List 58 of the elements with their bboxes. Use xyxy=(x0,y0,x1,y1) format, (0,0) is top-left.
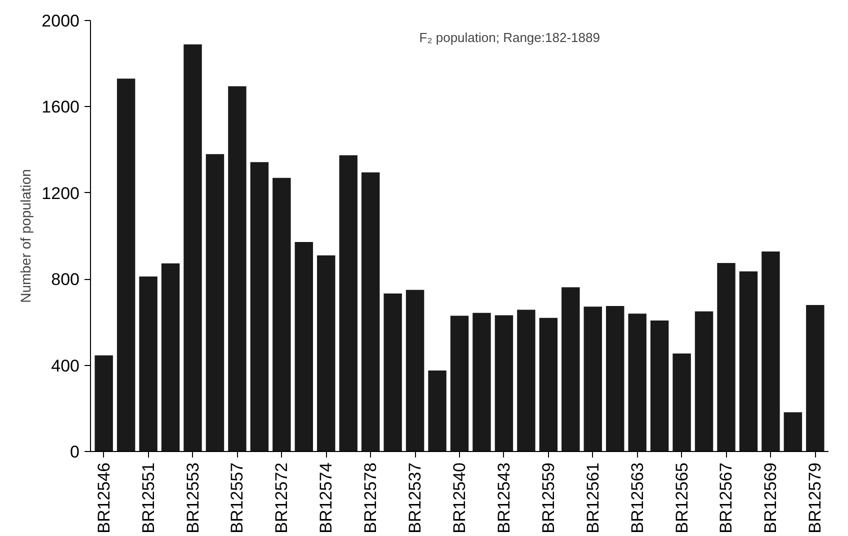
x-tick-label: BR12553 xyxy=(183,462,202,534)
bar xyxy=(184,44,202,452)
bar xyxy=(784,412,802,452)
bar xyxy=(94,355,113,452)
bar xyxy=(517,310,536,452)
y-axis-title: Number of population xyxy=(18,169,34,303)
bar xyxy=(406,290,424,452)
bar xyxy=(694,311,714,452)
bar xyxy=(272,178,291,452)
x-tick-label: BR12579 xyxy=(806,462,825,534)
x-tick-label: BR12569 xyxy=(761,462,780,534)
x-tick-label: BR12563 xyxy=(628,462,647,534)
x-tick-label: BR12543 xyxy=(494,462,514,534)
bar xyxy=(606,306,624,452)
bar xyxy=(584,306,602,452)
bar xyxy=(650,320,669,452)
y-tick-label: 2000 xyxy=(42,12,80,30)
x-tick-label: BR12561 xyxy=(583,462,602,534)
bar xyxy=(562,287,580,452)
bar xyxy=(450,316,469,452)
y-tick-label: 800 xyxy=(51,270,80,290)
bar xyxy=(161,263,180,452)
x-tick-label: BR12537 xyxy=(406,462,425,534)
bar xyxy=(361,172,380,452)
bar xyxy=(294,242,314,452)
bar xyxy=(339,155,358,452)
y-tick-label: 1600 xyxy=(42,98,80,117)
x-tick-label: BR12546 xyxy=(94,462,114,534)
bar xyxy=(672,353,691,452)
x-tick-label: BR12551 xyxy=(138,462,158,534)
bar xyxy=(384,294,402,452)
bar xyxy=(472,312,491,452)
bar xyxy=(717,262,736,452)
x-tick-label: BR12567 xyxy=(716,462,736,534)
x-tick-label: BR12557 xyxy=(228,462,247,534)
bar xyxy=(139,276,158,452)
y-tick-label: 0 xyxy=(70,442,80,462)
x-tick-label: BR12574 xyxy=(316,462,336,534)
bar xyxy=(317,255,336,452)
bar xyxy=(228,86,246,452)
bar xyxy=(116,78,136,452)
bar xyxy=(628,314,646,452)
bar xyxy=(428,370,446,452)
bar xyxy=(762,252,780,452)
bar xyxy=(539,318,558,452)
bar xyxy=(206,154,224,452)
x-tick-label: BR12565 xyxy=(672,462,692,534)
annotation: F₂ population; Range:182-1889 xyxy=(419,30,600,46)
bar xyxy=(806,304,824,452)
y-tick-label: 1200 xyxy=(42,184,80,203)
bar xyxy=(494,315,514,452)
bar xyxy=(739,271,758,452)
x-tick-label: BR12540 xyxy=(450,462,469,534)
x-tick-label: BR12572 xyxy=(272,462,292,534)
x-tick-label: BR12559 xyxy=(538,462,558,534)
y-tick-label: 400 xyxy=(51,356,80,376)
bar xyxy=(250,162,269,452)
x-tick-label: BR12578 xyxy=(361,462,380,534)
